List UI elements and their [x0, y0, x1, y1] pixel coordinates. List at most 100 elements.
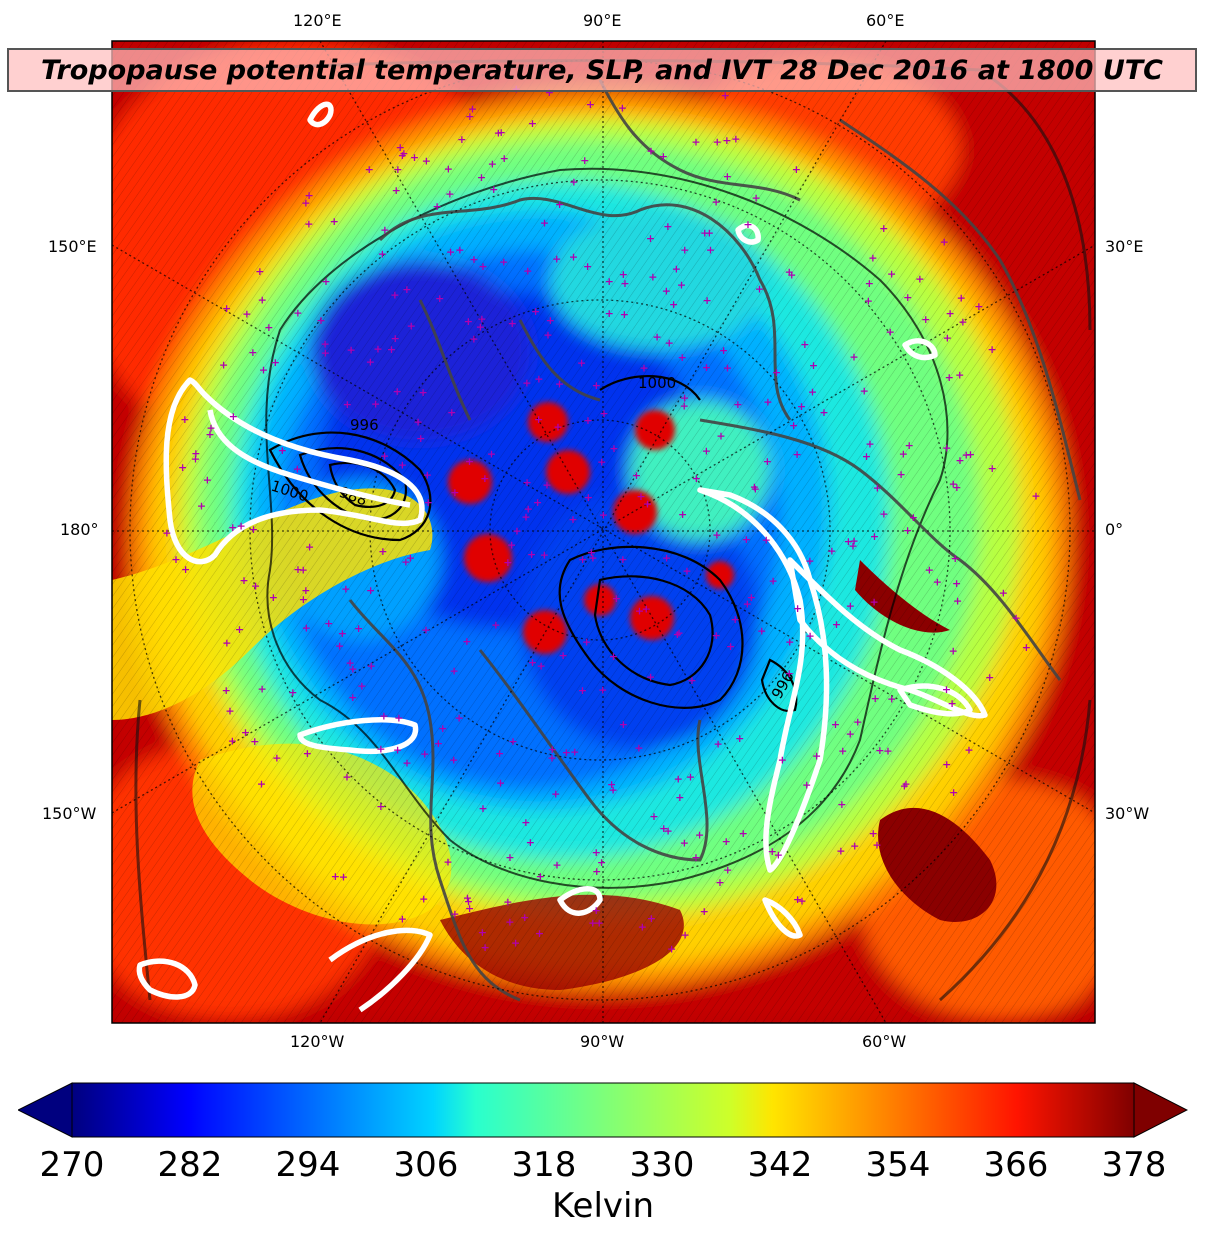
colorbar-label: Kelvin: [551, 1186, 655, 1226]
station-marker: +: [399, 147, 408, 160]
station-marker: +: [398, 149, 407, 162]
colorbar-tick-label: 306: [393, 1145, 459, 1185]
station-marker: +: [618, 102, 627, 115]
station-marker: +: [792, 163, 801, 176]
station-marker: +: [272, 752, 281, 765]
station-marker: +: [251, 580, 260, 593]
station-marker: +: [702, 361, 711, 374]
station-marker: +: [853, 716, 862, 729]
station-marker: +: [871, 692, 880, 705]
station-marker: +: [568, 513, 577, 526]
station-marker: +: [647, 912, 656, 925]
station-marker: +: [391, 332, 400, 345]
station-marker: +: [235, 623, 244, 636]
station-marker: +: [669, 298, 678, 311]
station-marker: +: [522, 376, 531, 389]
station-marker: +: [305, 189, 314, 202]
station-marker: +: [663, 220, 672, 233]
station-marker: +: [547, 752, 556, 765]
station-marker: +: [901, 777, 910, 790]
station-marker: +: [763, 455, 772, 468]
station-marker: +: [505, 851, 514, 864]
station-marker: +: [346, 657, 355, 670]
station-marker: +: [365, 163, 374, 176]
station-marker: +: [540, 549, 549, 562]
lon-label-left-150w: 150°W: [42, 804, 97, 823]
lon-label-right-0: 0°: [1105, 520, 1124, 539]
station-marker: +: [905, 439, 914, 452]
station-marker: +: [562, 746, 571, 759]
station-marker: +: [957, 291, 966, 304]
station-marker: +: [588, 916, 597, 929]
station-marker: +: [755, 283, 764, 296]
station-marker: +: [958, 315, 967, 328]
colorbar-tick-label: 294: [275, 1145, 341, 1185]
station-marker: +: [869, 827, 878, 840]
chart-title: Tropopause potential temperature, SLP, a…: [41, 54, 1163, 86]
station-marker: +: [465, 110, 474, 123]
station-marker: +: [248, 346, 257, 359]
station-marker: +: [702, 445, 711, 458]
station-marker: +: [680, 400, 689, 413]
station-marker: +: [197, 500, 206, 513]
station-marker: +: [546, 314, 555, 327]
station-marker: +: [450, 664, 459, 677]
colorbar-tick-label: 318: [511, 1145, 577, 1185]
station-marker: +: [664, 825, 673, 838]
station-marker: +: [667, 942, 676, 955]
station-marker: +: [634, 741, 643, 754]
station-marker: +: [469, 332, 478, 345]
station-marker: +: [379, 710, 388, 723]
station-marker: +: [731, 613, 740, 626]
station-marker: +: [827, 544, 836, 557]
station-marker: +: [909, 511, 918, 524]
station-marker: +: [444, 162, 453, 175]
station-marker: +: [849, 350, 858, 363]
station-marker: +: [507, 539, 516, 552]
station-marker: +: [555, 198, 564, 211]
station-marker: +: [642, 603, 651, 616]
station-marker: +: [953, 595, 962, 608]
station-marker: +: [846, 727, 855, 740]
station-marker: +: [304, 218, 313, 231]
lon-label-bottom-60w: 60°W: [862, 1032, 907, 1051]
map-frame: [111, 40, 1096, 1024]
station-marker: +: [726, 640, 735, 653]
lon-label-top-90e: 90°E: [583, 11, 622, 30]
station-marker: +: [316, 314, 325, 327]
station-marker: +: [586, 98, 595, 111]
station-marker: +: [343, 398, 352, 411]
station-marker: +: [597, 456, 606, 469]
colorbar-tick-label: 342: [747, 1145, 813, 1185]
station-marker: +: [872, 839, 881, 852]
station-marker: +: [347, 344, 356, 357]
station-marker: +: [636, 490, 645, 503]
station-marker: +: [597, 856, 606, 869]
station-marker: +: [793, 893, 802, 906]
station-marker: +: [598, 684, 607, 697]
station-marker: +: [948, 697, 957, 710]
station-marker: +: [687, 674, 696, 687]
station-marker: +: [870, 530, 879, 543]
station-marker: +: [505, 915, 514, 928]
station-marker: +: [293, 563, 302, 576]
station-marker: +: [534, 372, 543, 385]
station-marker: +: [735, 732, 744, 745]
station-marker: +: [943, 331, 952, 344]
station-marker: +: [398, 913, 407, 926]
station-marker: +: [962, 449, 971, 462]
station-marker: +: [528, 656, 537, 669]
station-marker: +: [747, 591, 756, 604]
station-marker: +: [955, 454, 964, 467]
colorbar-tick-label: 282: [157, 1145, 223, 1185]
station-marker: +: [264, 321, 273, 334]
station-marker: +: [508, 735, 517, 748]
station-marker: +: [643, 498, 652, 511]
colorbar-tick-label: 366: [983, 1145, 1049, 1185]
station-marker: +: [592, 865, 601, 878]
station-marker: +: [743, 598, 752, 611]
station-marker: +: [469, 253, 478, 266]
station-marker: +: [450, 907, 459, 920]
station-marker: +: [419, 893, 428, 906]
station-marker: +: [357, 679, 366, 692]
